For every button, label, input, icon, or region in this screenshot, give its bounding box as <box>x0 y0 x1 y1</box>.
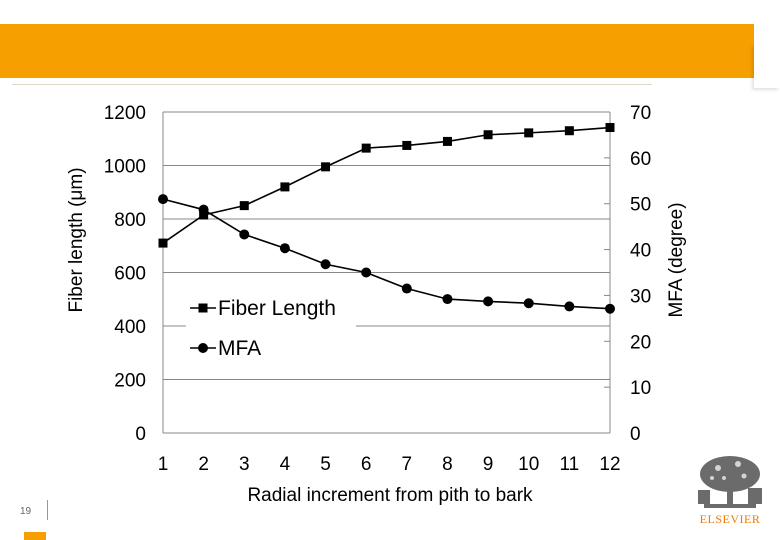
y-right-tick-label: 20 <box>630 332 651 353</box>
left-tick-labels: 0 200 400 600 800 1000 1200 <box>104 103 146 445</box>
x-axis-label: Radial increment from pith to bark <box>247 485 533 506</box>
mfa-point <box>401 283 412 294</box>
title-bar <box>0 24 754 78</box>
slide-number: 19 <box>20 506 32 517</box>
fiber-length-point <box>402 140 412 150</box>
bottom-accent <box>24 532 46 540</box>
mfa-point <box>483 296 494 307</box>
y-right-tick-label: 70 <box>630 103 651 124</box>
x-tick-label: 7 <box>402 454 413 475</box>
fiber-length-point <box>280 182 290 192</box>
y-right-tick-label: 0 <box>630 424 641 445</box>
y-tick-label: 1200 <box>104 103 146 124</box>
fiber-length-point <box>239 201 249 211</box>
fiber-length-point <box>524 128 534 138</box>
legend-marker <box>198 303 208 313</box>
legend-label: Fiber Length <box>218 297 336 320</box>
fiber-length-point <box>361 143 371 153</box>
x-tick-label: 3 <box>239 454 250 475</box>
mfa-point <box>158 194 168 205</box>
y-right-tick-label: 30 <box>630 286 651 307</box>
legend-box <box>186 292 356 368</box>
y-tick-label: 0 <box>135 424 146 445</box>
fiber-length-point <box>199 210 209 220</box>
y-right-tick-label: 40 <box>630 241 651 262</box>
x-tick-label: 11 <box>559 454 579 475</box>
x-tick-label: 10 <box>518 454 539 475</box>
mfa-point <box>279 243 290 254</box>
y-tick-label: 800 <box>114 210 146 231</box>
corner-fold <box>754 44 780 88</box>
y-tick-label: 600 <box>114 264 146 285</box>
x-tick-label: 6 <box>361 454 372 475</box>
fiber-length-point <box>442 136 452 146</box>
x-tick-labels: 1 2 3 4 5 6 7 8 9 10 11 12 <box>158 454 621 475</box>
legend: Fiber Length MFA <box>186 292 356 368</box>
legend-marker <box>198 343 208 353</box>
mfa-point <box>523 298 534 309</box>
y-axis-right-label: MFA (degree) <box>666 202 687 317</box>
y-axis-label: Fiber length (μm) <box>66 167 87 312</box>
x-tick-label: 2 <box>198 454 209 475</box>
legend-label: MFA <box>218 337 261 360</box>
series-line-fiber-length <box>162 126 611 244</box>
right-tick-labels: 0 10 20 30 40 50 60 70 <box>630 103 651 445</box>
x-tick-label: 9 <box>483 454 494 475</box>
fiber-length-point <box>158 238 168 248</box>
y-right-tick-label: 50 <box>630 195 651 216</box>
mfa-point <box>564 301 575 312</box>
mfa-point <box>320 259 331 270</box>
gridlines <box>163 111 610 380</box>
y-right-tick-label: 10 <box>630 378 651 399</box>
mfa-point <box>239 229 250 240</box>
mfa-point <box>198 204 209 215</box>
x-tick-label: 4 <box>280 454 291 475</box>
x-tick-label: 5 <box>320 454 331 475</box>
y-tick-label: 1000 <box>104 157 146 178</box>
x-tick-label: 8 <box>442 454 453 475</box>
title-divider <box>12 84 652 85</box>
fiber-length-point <box>483 130 493 140</box>
series-line-mfa <box>162 198 611 310</box>
fiber-length-point <box>605 123 615 133</box>
publisher-name: ELSEVIER <box>699 512 761 526</box>
y-right-tick-label: 60 <box>630 149 651 170</box>
elsevier-tree-logo <box>690 452 770 512</box>
series <box>158 123 615 314</box>
x-tick-label: 1 <box>158 454 169 475</box>
fiber-length-point <box>321 162 331 172</box>
fiber-length-point <box>564 126 574 136</box>
x-tick-label: 12 <box>599 454 620 475</box>
slide-number-divider <box>47 500 48 520</box>
axes <box>162 111 611 434</box>
mfa-point <box>442 294 453 305</box>
y-tick-label: 200 <box>114 371 146 392</box>
mfa-point <box>605 303 615 314</box>
mfa-point <box>361 267 372 278</box>
y-tick-label: 400 <box>114 317 146 338</box>
